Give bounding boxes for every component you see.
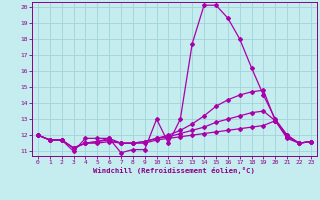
X-axis label: Windchill (Refroidissement éolien,°C): Windchill (Refroidissement éolien,°C) — [93, 167, 255, 174]
